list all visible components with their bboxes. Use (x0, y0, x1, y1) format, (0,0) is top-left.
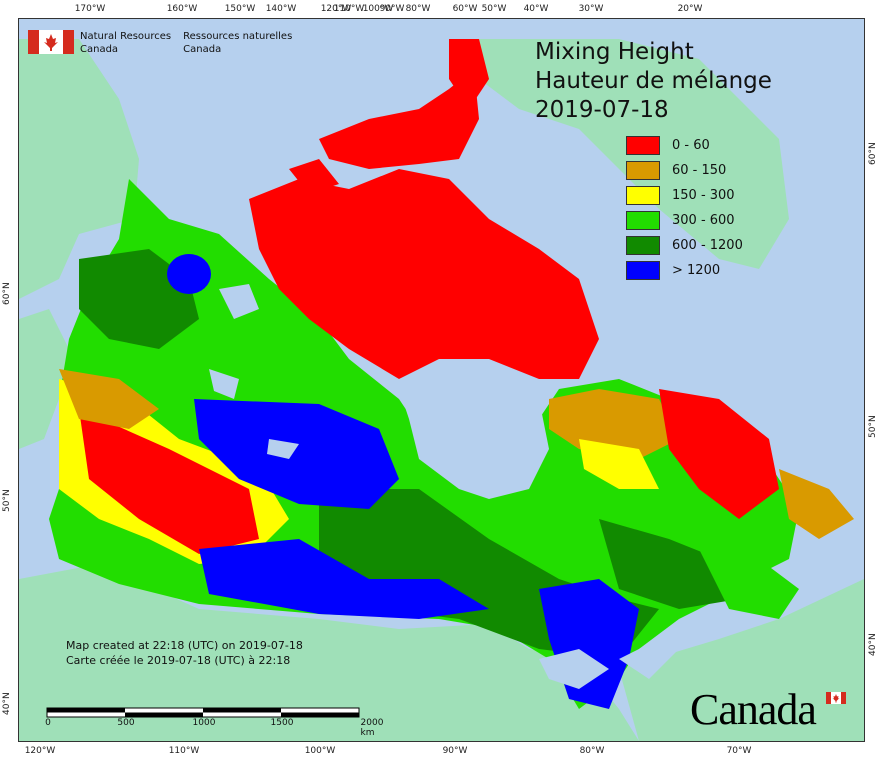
tick-left: 40°N (2, 692, 12, 715)
tick-top: 160°W (166, 4, 198, 14)
tick-right: 40°N (868, 633, 878, 656)
scale-label: 1500 (270, 718, 294, 728)
tick-bottom: 70°W (726, 746, 752, 756)
legend-swatch (626, 236, 660, 255)
tick-left: 50°N (2, 489, 12, 512)
canada-land (49, 179, 854, 709)
agency-fr-line1: Ressources naturelles (183, 31, 293, 42)
tick-top: 40°W (523, 4, 549, 14)
tick-bottom: 80°W (579, 746, 605, 756)
legend-label: 0 - 60 (672, 138, 710, 153)
legend: 0 - 60 60 - 150 150 - 300 300 - 600 600 … (626, 133, 743, 283)
arctic-islands (249, 39, 599, 379)
tick-right: 50°N (868, 415, 878, 438)
scale-label: 2000 km (360, 718, 384, 738)
tick-top: 120°W (320, 4, 352, 14)
agency-fr-line2: Canada (183, 44, 222, 55)
scale-label: 500 (117, 718, 135, 728)
creation-note-en: Map created at 22:18 (UTC) on 2019-07-18 (66, 639, 303, 652)
legend-label: > 1200 (672, 263, 721, 278)
legend-item: 150 - 300 (626, 183, 743, 208)
map-frame (18, 18, 865, 742)
tick-top: 30°W (578, 4, 604, 14)
tick-bottom: 90°W (442, 746, 468, 756)
tick-top: 140°W (265, 4, 297, 14)
lakes (209, 284, 679, 689)
legend-swatch (626, 161, 660, 180)
title-en: Mixing Height (535, 39, 694, 65)
tick-top: 170°W (74, 4, 106, 14)
legend-label: 150 - 300 (672, 188, 735, 203)
tick-bottom: 100°W (304, 746, 336, 756)
legend-swatch (626, 211, 660, 230)
wordmark-text: Canada (690, 685, 817, 734)
agency-en-line1: Natural Resources (80, 31, 172, 42)
tick-top: 20°W (677, 4, 703, 14)
tick-top: 60°W (452, 4, 478, 14)
map-title: Mixing Height Hauteur de mélange 2019-07… (535, 38, 772, 125)
tick-right: 60°N (868, 142, 878, 165)
legend-item: 0 - 60 (626, 133, 743, 158)
agency-name-en: Natural Resources Canada (80, 30, 171, 56)
tick-top: 90°W (379, 4, 405, 14)
legend-item: 300 - 600 (626, 208, 743, 233)
scale-label: 1000 (192, 718, 216, 728)
legend-label: 60 - 150 (672, 163, 727, 178)
legend-swatch (626, 261, 660, 280)
tick-bottom: 120°W (24, 746, 56, 756)
tick-bottom: 110°W (168, 746, 200, 756)
other-land (19, 39, 864, 741)
wordmark-flag-icon (826, 692, 846, 704)
legend-swatch (626, 136, 660, 155)
tick-left: 60°N (2, 282, 12, 305)
legend-label: 600 - 1200 (672, 238, 743, 253)
creation-note-fr: Carte créée le 2019-07-18 (UTC) à 22:18 (66, 654, 291, 667)
creation-note: Map created at 22:18 (UTC) on 2019-07-18… (66, 638, 303, 668)
agency-en-line2: Canada (80, 44, 119, 55)
tick-top: 80°W (405, 4, 431, 14)
title-fr: Hauteur de mélange (535, 68, 772, 94)
agency-signature: Natural Resources Canada Ressources natu… (28, 30, 292, 56)
agency-name-fr: Ressources naturelles Canada (183, 30, 292, 56)
legend-item: > 1200 (626, 258, 743, 283)
canada-flag-icon (28, 30, 74, 54)
tick-top: 50°W (481, 4, 507, 14)
scale-bar-graphic (46, 707, 360, 718)
tick-top: 110°W (333, 4, 365, 14)
scale-bar: 0 500 1000 1500 2000 km (45, 704, 383, 738)
legend-item: 60 - 150 (626, 158, 743, 183)
legend-item: 600 - 1200 (626, 233, 743, 258)
map-canvas (19, 39, 864, 741)
canada-wordmark: Canada (690, 684, 846, 735)
legend-label: 300 - 600 (672, 213, 735, 228)
tick-top: 100°W (362, 4, 394, 14)
title-date: 2019-07-18 (535, 97, 669, 123)
hudson-bay (399, 364, 549, 499)
tick-top: 150°W (224, 4, 256, 14)
scale-label: 0 (45, 718, 51, 728)
legend-swatch (626, 186, 660, 205)
